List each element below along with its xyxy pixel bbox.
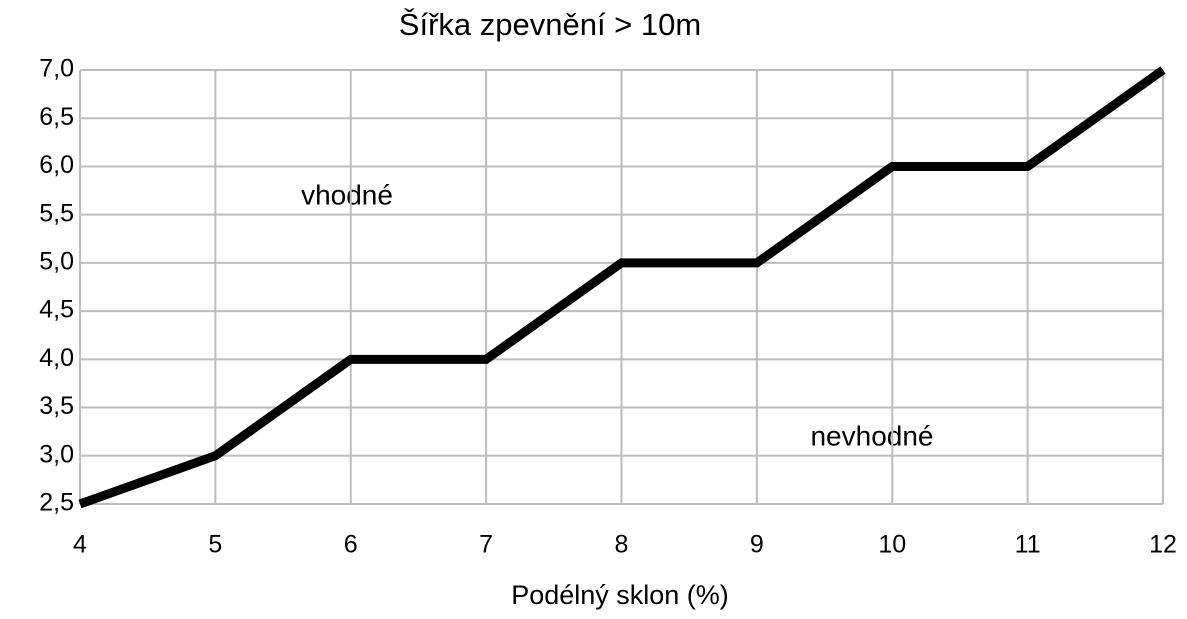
y-tick-label: 4,5 xyxy=(39,296,74,324)
x-tick-label: 5 xyxy=(208,531,222,559)
y-tick-label: 4,0 xyxy=(39,344,74,372)
x-tick-label: 7 xyxy=(479,531,493,559)
x-tick-label: 9 xyxy=(750,531,764,559)
y-tick-label: 3,0 xyxy=(39,440,74,468)
y-tick-label: 3,5 xyxy=(39,392,74,420)
x-tick-label: 11 xyxy=(1015,531,1041,559)
x-tick-label: 8 xyxy=(615,531,629,559)
x-tick-label: 10 xyxy=(878,531,906,559)
annotation: vhodné xyxy=(301,179,393,210)
y-tick-label: 2,5 xyxy=(39,489,74,517)
y-tick-label: 6,0 xyxy=(39,151,74,179)
x-tick-label: 12 xyxy=(1149,531,1177,559)
y-tick-label: 5,5 xyxy=(39,199,74,227)
y-tick-label: 6,5 xyxy=(39,103,74,131)
chart-title: Šířka zpevnění > 10m xyxy=(399,7,701,42)
line xyxy=(78,66,1166,509)
x-axis-label: Podélný sklon (%) xyxy=(511,580,729,610)
annotation: nevhodné xyxy=(810,420,933,451)
y-tick-label: 5,0 xyxy=(39,247,74,275)
x-tick-label: 4 xyxy=(73,531,87,559)
y-tick-label: 7,0 xyxy=(39,55,74,83)
x-tick-label: 6 xyxy=(344,531,358,559)
